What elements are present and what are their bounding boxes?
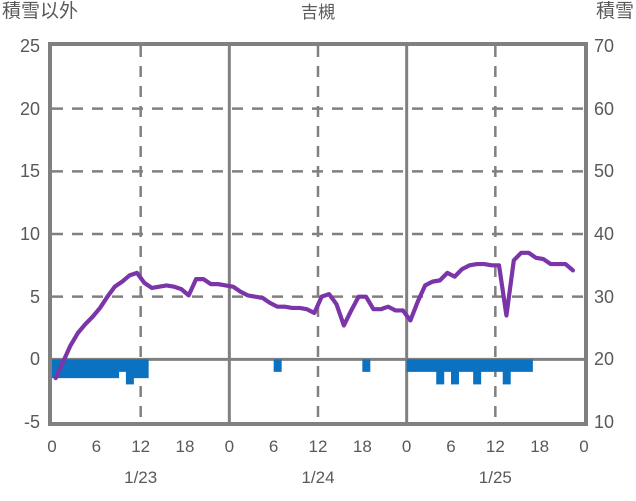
x-tick-label: 0	[401, 437, 412, 456]
bar	[103, 359, 112, 379]
bar	[74, 359, 83, 379]
x-tick-label: 0	[47, 437, 57, 456]
y2-tick-label: 40	[594, 224, 615, 244]
x-tick-label: 18	[530, 437, 550, 456]
y2-tick-label: 60	[594, 98, 615, 119]
bar-series	[52, 359, 533, 385]
y-tick-label: 0	[29, 349, 40, 370]
page-title: 吉槻	[301, 3, 335, 22]
y2-tick-label: 50	[594, 161, 615, 182]
bar	[436, 359, 445, 385]
bar	[495, 359, 504, 372]
bar	[443, 359, 452, 372]
bar	[406, 359, 415, 372]
x-tick-label: 6	[91, 437, 102, 456]
day-label: 1/25	[478, 468, 512, 487]
x-tick-label: 12	[485, 437, 505, 456]
bar	[96, 359, 105, 379]
bar	[59, 359, 68, 379]
bar	[502, 359, 511, 385]
x-tick-label: 6	[268, 437, 279, 456]
plot-inner	[52, 46, 584, 422]
bar	[428, 359, 437, 372]
bar	[88, 359, 97, 379]
bar	[451, 359, 459, 385]
bar	[458, 359, 467, 372]
bar	[66, 359, 75, 379]
y2-tick-label: 70	[594, 36, 615, 56]
bar	[414, 359, 423, 372]
x-tick-label: 18	[352, 437, 372, 456]
bar	[362, 359, 371, 372]
x-tick-label: 0	[579, 437, 589, 456]
x-tick-label: 12	[131, 437, 151, 456]
y2-tick-label: 20	[594, 349, 615, 370]
bar	[52, 359, 60, 379]
bar	[473, 359, 482, 385]
x-tick-label: 12	[308, 437, 328, 456]
bar	[111, 359, 120, 379]
plot-svg	[52, 46, 584, 422]
y-tick-label: 15	[19, 161, 40, 182]
y2-tick-label: 30	[594, 286, 615, 307]
day-label: 1/24	[301, 468, 335, 487]
bar	[273, 359, 282, 372]
y-tick-label: 20	[19, 98, 40, 119]
y2-tick-label: 10	[594, 412, 615, 432]
bar	[81, 359, 90, 379]
y-tick-label: -5	[23, 412, 40, 432]
bar	[510, 359, 519, 372]
right-axis-title: 積雪	[595, 1, 634, 22]
x-tick-label: 0	[224, 437, 235, 456]
x-tick-label: 18	[175, 437, 195, 456]
bar	[140, 359, 149, 379]
bar	[517, 359, 526, 372]
bar	[480, 359, 489, 372]
bar	[125, 359, 134, 385]
y-tick-label: 5	[29, 286, 40, 307]
day-label: 1/23	[124, 468, 158, 487]
bar	[465, 359, 474, 372]
bar	[524, 359, 533, 372]
x-tick-label: 6	[446, 437, 456, 456]
bar	[133, 359, 142, 379]
bar	[421, 359, 430, 372]
y-tick-label: 10	[19, 224, 40, 244]
bar	[487, 359, 496, 372]
left-axis-title: 積雪以外	[2, 1, 79, 22]
plot-area	[48, 42, 588, 426]
snow-depth-line	[53, 250, 576, 381]
y-tick-label: 25	[19, 36, 40, 56]
bar	[118, 359, 127, 372]
